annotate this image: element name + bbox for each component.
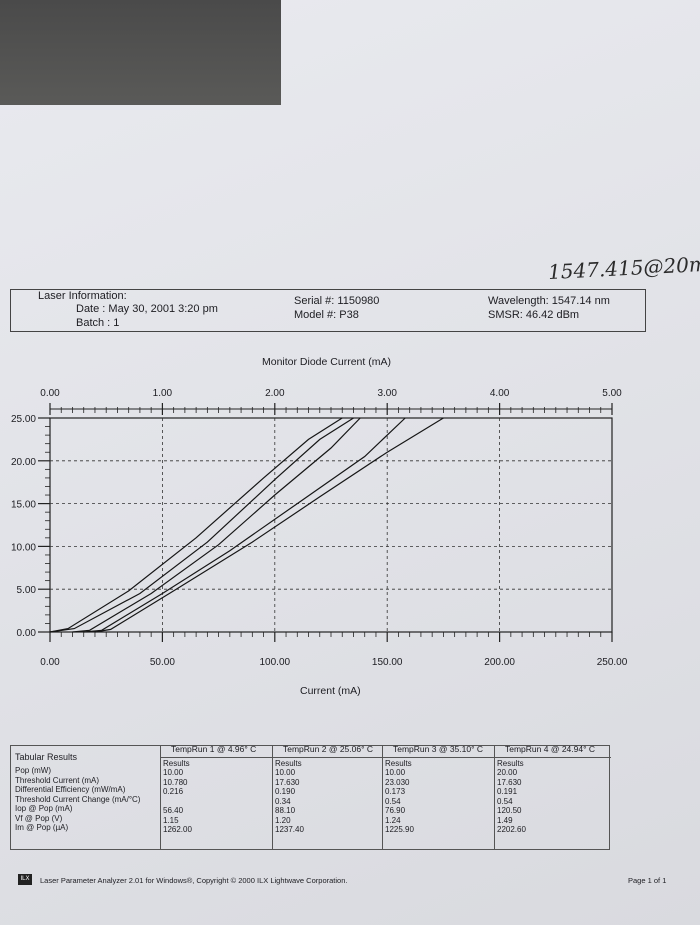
row-label: Threshold Current Change (mA/°C) [15, 794, 141, 804]
result-value: 23.030 [385, 777, 410, 787]
result-value: 10.00 [163, 768, 184, 777]
result-value: 2202.60 [497, 825, 526, 834]
top-tick-label: 1.00 [153, 388, 173, 399]
wavelength: Wavelength: 1547.14 nm [488, 295, 610, 307]
result-value: 0.173 [385, 787, 406, 796]
top-tick-label: 2.00 [265, 388, 285, 399]
result-value: 0.54 [385, 796, 401, 806]
result-value: 10.00 [275, 768, 296, 777]
y-tick-label: 20.00 [11, 457, 36, 468]
row-label: Iop @ Pop (mA) [15, 804, 73, 813]
model-number: Model #: P38 [294, 309, 359, 321]
temprun-header: TempRun 2 @ 25.06° C [273, 745, 383, 758]
y-tick-label: 25.00 [11, 414, 36, 425]
temprun-header: TempRun 4 @ 24.94° C [495, 745, 611, 758]
handwritten-annotation: 1547.415@20m [547, 251, 700, 285]
top-tick-label: 0.00 [40, 388, 60, 399]
footer-copyright: Laser Parameter Analyzer 2.01 for Window… [40, 876, 348, 885]
table-title: Tabular Results [15, 752, 78, 762]
temprun-header: TempRun 3 @ 35.10° C [383, 745, 495, 758]
result-value: 1.24 [385, 815, 401, 825]
x-tick-label: 0.00 [40, 657, 60, 668]
result-value: 56.40 [163, 806, 184, 815]
result-value: 10.780 [163, 777, 188, 787]
results-label: Results [163, 759, 190, 768]
y-tick-label: 5.00 [17, 585, 37, 596]
result-value: 0.216 [163, 787, 184, 796]
page-indicator: Page 1 of 1 [628, 876, 667, 885]
temprun-column-4: TempRun 4 @ 24.94° C Results 20.00 17.630 0.… [494, 745, 611, 850]
series-line-1 [49, 417, 354, 633]
row-label: Differential Efficiency (mW/mA) [15, 785, 126, 794]
liv-chart: 0.00 0.00 50.00 1.00 100.00 2.00 150.00 3.00 200… [11, 388, 628, 668]
temprun-column-1: TempRun 1 @ 4.96° C Results 10.00 10.780 0.2… [160, 745, 273, 850]
result-value: 1262.00 [163, 825, 192, 834]
result-value: 120.50 [497, 806, 522, 815]
result-value: 1.49 [497, 815, 513, 825]
temprun-column-2: TempRun 2 @ 25.06° C Results 10.00 17.630 0.… [272, 745, 383, 850]
result-value: 0.54 [497, 796, 513, 806]
series-line-3 [83, 417, 406, 633]
laser-info-box: Laser Information: Date : May 30, 2001 3… [10, 289, 646, 332]
results-label: Results [275, 759, 302, 768]
batch-number: Batch : 1 [76, 317, 120, 329]
result-value: 1237.40 [275, 825, 304, 834]
chart-title: Monitor Diode Current (mA) [262, 356, 391, 368]
test-date: Date : May 30, 2001 3:20 pm [76, 303, 218, 315]
result-value: 0.190 [275, 787, 296, 796]
label-column: Tabular Results Pop (mW) Threshold Curren… [10, 745, 161, 850]
serial-number: Serial #: 1150980 [294, 295, 380, 307]
y-tick-label: 0.00 [17, 628, 37, 639]
row-label: Pop (mW) [15, 766, 51, 775]
top-tick-label: 3.00 [377, 388, 397, 399]
chart-xlabel: Current (mA) [300, 685, 361, 697]
row-label: Threshold Current (mA) [15, 775, 100, 785]
result-value: 1.15 [163, 815, 179, 825]
top-tick-label: 5.00 [602, 388, 622, 399]
x-tick-label: 50.00 [150, 657, 175, 668]
result-value: 17.630 [497, 777, 522, 787]
temprun-header: TempRun 1 @ 4.96° C [161, 745, 273, 758]
result-value: 88.10 [275, 806, 296, 815]
top-tick-label: 4.00 [490, 388, 510, 399]
row-label: Vf @ Pop (V) [15, 813, 63, 823]
y-tick-label: 15.00 [11, 500, 36, 511]
result-value: 17.630 [275, 777, 300, 787]
result-value: 10.00 [385, 768, 406, 777]
result-value: 1.20 [275, 815, 291, 825]
series-line-4 [94, 417, 444, 633]
result-value: 76.90 [385, 806, 406, 815]
x-tick-label: 100.00 [260, 657, 291, 668]
result-value: 0.34 [275, 796, 291, 806]
result-value: 20.00 [497, 768, 518, 777]
temprun-column-3: TempRun 3 @ 35.10° C Results 10.00 23.030 0.… [382, 745, 495, 850]
result-value: 1225.90 [385, 825, 414, 834]
y-tick-label: 10.00 [11, 542, 36, 553]
tabular-results-table: Tabular Results Pop (mW) Threshold Curren… [10, 745, 611, 850]
laser-info-title: Laser Information: [38, 290, 127, 302]
plot-frame [49, 417, 613, 633]
x-tick-label: 250.00 [597, 657, 628, 668]
ilx-logo-icon: ILX [18, 874, 32, 885]
smsr: SMSR: 46.42 dBm [488, 309, 580, 321]
dark-background-region [0, 0, 281, 105]
x-tick-label: 150.00 [372, 657, 403, 668]
results-label: Results [385, 759, 412, 768]
results-label: Results [497, 759, 524, 768]
series-line-5 [49, 417, 343, 633]
x-tick-label: 200.00 [484, 657, 515, 668]
result-value: 0.191 [497, 787, 518, 796]
row-label: Im @ Pop (µA) [15, 823, 69, 832]
series-line-2 [72, 417, 361, 633]
